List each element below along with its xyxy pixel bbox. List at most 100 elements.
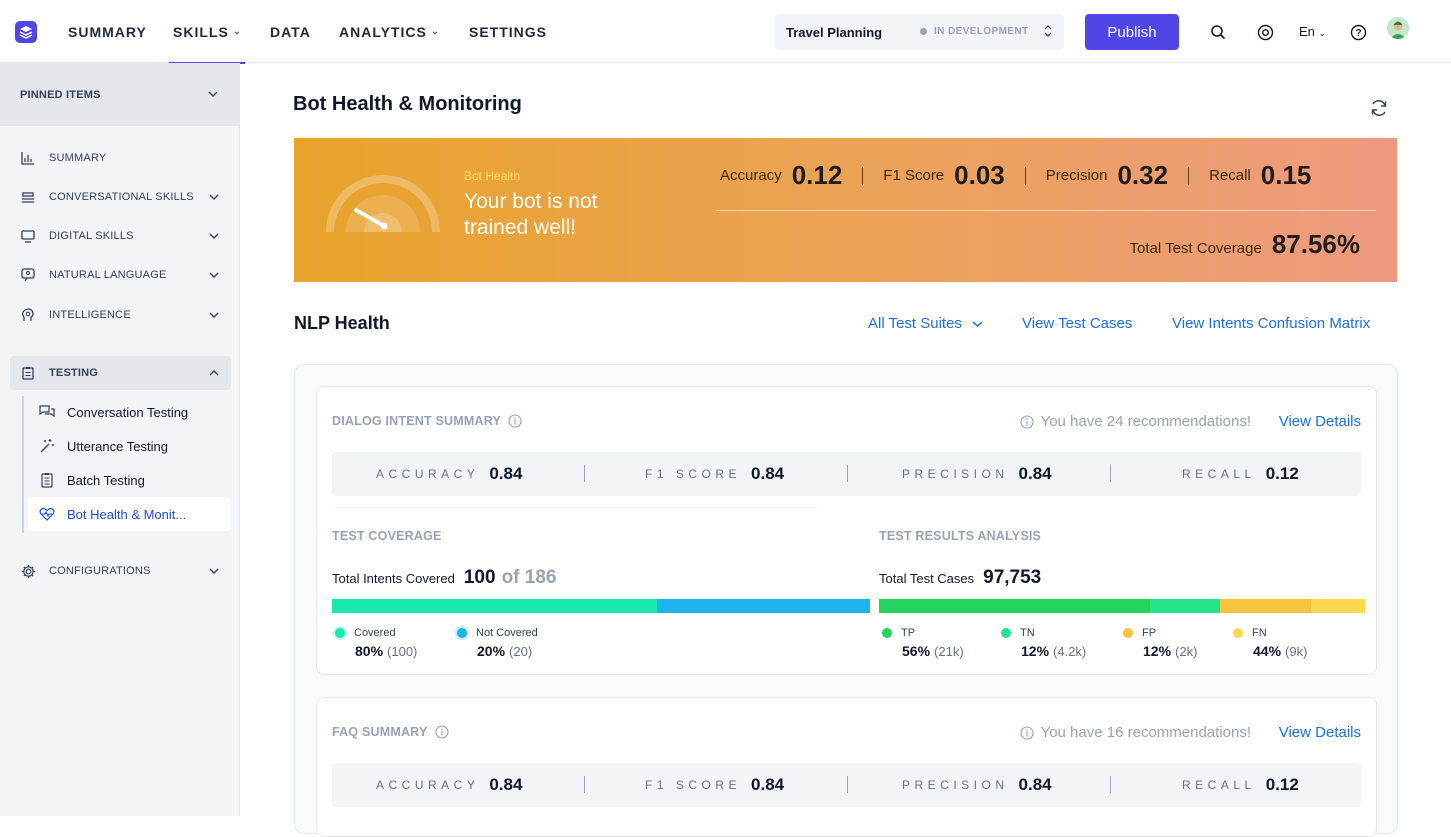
sidebar-subitem-conversation-testing[interactable]: Conversation Testing: [28, 395, 231, 429]
nav-summary[interactable]: SUMMARY: [68, 0, 147, 63]
search-icon[interactable]: [1207, 21, 1229, 43]
chevron-down-icon: ⌄: [1318, 28, 1327, 38]
sidebar-subitem-utterance-testing[interactable]: Utterance Testing: [28, 429, 231, 463]
accuracy-label: Accuracy: [720, 167, 782, 184]
total-test-cases: Total Test Cases 97,753: [879, 567, 1041, 589]
sidebar-item-configurations[interactable]: CONFIGURATIONS: [20, 559, 220, 583]
sidebar-item-label: NATURAL LANGUAGE: [49, 269, 167, 281]
metric-label: ACCURACY: [376, 778, 480, 792]
info-icon: [1020, 414, 1034, 429]
legend-pct: 20%: [477, 643, 506, 659]
app-logo-icon[interactable]: [15, 21, 37, 43]
info-icon[interactable]: [508, 414, 522, 428]
sidebar-item-label: CONVERSATIONAL SKILLS: [49, 191, 194, 203]
nlp-health-panel: DIALOG INTENT SUMMARY You have 24 recomm…: [294, 364, 1398, 837]
sidebar-subitem-bot-health[interactable]: Bot Health & Monit...: [28, 497, 231, 531]
legend-count: (21k): [934, 644, 964, 659]
nav-analytics[interactable]: ANALYTICS ⌄: [339, 0, 440, 63]
metric-precision: PRECISION 0.84: [902, 452, 1052, 496]
chevron-down-icon: ⌄: [430, 26, 441, 37]
metric-value: 0.84: [751, 464, 785, 483]
metric-row: ACCURACY 0.84 F1 SCORE 0.84 PRECISION 0.84 …: [332, 763, 1361, 807]
metric-value: 0.84: [1018, 464, 1052, 483]
legend-dot: [1123, 628, 1133, 638]
results-segment-fn: [1310, 599, 1365, 613]
sidebar-item-intelligence[interactable]: INTELLIGENCE: [20, 303, 220, 327]
sidebar-item-testing[interactable]: TESTING: [10, 356, 231, 390]
publish-button[interactable]: Publish: [1085, 14, 1179, 50]
recall-value: 0.15: [1260, 160, 1312, 190]
top-bar: SUMMARY SKILLS ⌄ DATA ANALYTICS ⌄ SETTINGS…: [0, 0, 1451, 64]
brain-icon: [20, 307, 36, 323]
nav-data[interactable]: DATA: [270, 0, 311, 63]
intents-covered-label: Total Intents Covered: [332, 571, 455, 586]
metric-accuracy: ACCURACY 0.84: [376, 763, 522, 807]
app-name: Travel Planning: [786, 25, 883, 40]
language-selector[interactable]: En ⌄: [1299, 24, 1326, 39]
sidebar-item-label: TESTING: [49, 367, 99, 379]
recommendations-note: You have 24 recommendations!: [1020, 413, 1251, 430]
nav-skills[interactable]: SKILLS ⌄: [168, 0, 246, 64]
faq-summary-card: FAQ SUMMARY You have 16 recommendations!…: [316, 697, 1377, 837]
metric-row: ACCURACY 0.84 F1 SCORE 0.84 PRECISION 0.84 …: [332, 452, 1361, 496]
legend-name: Not Covered: [476, 627, 538, 639]
metric-f1: F1 SCORE 0.84: [645, 763, 784, 807]
target-icon[interactable]: [1254, 21, 1276, 43]
legend-count: (2k): [1175, 644, 1198, 659]
sidebar-subitem-batch-testing[interactable]: Batch Testing: [28, 463, 231, 497]
nav-settings[interactable]: SETTINGS: [469, 0, 547, 63]
metric-value: 0.84: [489, 775, 523, 794]
metric-value: 0.12: [1265, 775, 1299, 794]
view-details-link[interactable]: View Details: [1278, 724, 1361, 741]
legend-pct: 12%: [1021, 643, 1050, 659]
info-icon[interactable]: [434, 725, 449, 739]
total-test-coverage: Total Test Coverage 87.56%: [1130, 229, 1361, 260]
legend-pct: 56%: [902, 643, 931, 659]
legend-name: Covered: [354, 627, 396, 639]
subitem-label: Conversation Testing: [67, 404, 189, 420]
help-icon[interactable]: ?: [1347, 21, 1369, 43]
card-title: FAQ SUMMARY: [332, 725, 449, 739]
view-details-link[interactable]: View Details: [1278, 413, 1361, 430]
results-legend-tn: TN 12% (4.2k): [1001, 627, 1086, 659]
test-coverage-title: TEST COVERAGE: [332, 529, 442, 543]
metric-recall: RECALL 0.12: [1182, 452, 1299, 496]
sidebar-item-label: SUMMARY: [49, 152, 107, 164]
sidebar-item-digital-skills[interactable]: DIGITAL SKILLS: [20, 224, 220, 248]
sidebar-item-natural-language[interactable]: NATURAL LANGUAGE: [20, 263, 220, 287]
metric-separator: [847, 465, 848, 482]
chevron-down-icon: ⌄: [232, 26, 243, 37]
metric-label: ACCURACY: [376, 467, 480, 481]
legend-count: (100): [387, 644, 418, 659]
pinned-items-header[interactable]: PINNED ITEMS: [0, 63, 240, 126]
metric-separator: [1110, 465, 1111, 482]
f1-value: 0.03: [954, 160, 1005, 190]
metric-accuracy: ACCURACY 0.84: [376, 452, 522, 496]
view-confusion-matrix-link[interactable]: View Intents Confusion Matrix: [1172, 315, 1371, 332]
sidebar: PINNED ITEMS SUMMARY CONVERSATIONAL SKIL…: [0, 63, 240, 816]
intents-covered-value: 100: [463, 567, 496, 588]
sidebar-item-label: CONFIGURATIONS: [49, 565, 151, 577]
metric-label: PRECISION: [902, 778, 1009, 792]
sidebar-item-summary[interactable]: SUMMARY: [20, 146, 220, 170]
bot-health-banner: Bot Health Your bot is not trained well!…: [294, 138, 1397, 282]
sidebar-item-label: INTELLIGENCE: [49, 309, 131, 321]
sidebar-item-conversational-skills[interactable]: CONVERSATIONAL SKILLS: [20, 185, 220, 209]
chevron-down-icon: [209, 312, 219, 318]
f1-label: F1 Score: [883, 167, 945, 184]
chevron-down-icon: [972, 321, 983, 328]
legend-count: (9k): [1285, 644, 1308, 659]
legend-dot: [457, 628, 467, 638]
svg-text:?: ?: [1355, 28, 1361, 39]
view-test-cases-link[interactable]: View Test Cases: [1022, 315, 1133, 332]
status-badge: IN DEVELOPMENT: [920, 26, 1029, 37]
results-segment-tn: [1149, 599, 1220, 613]
legend-pct: 12%: [1143, 643, 1172, 659]
app-selector[interactable]: Travel Planning IN DEVELOPMENT: [775, 14, 1064, 50]
avatar[interactable]: [1387, 17, 1409, 39]
coverage-legend-not-covered: Not Covered 20% (20): [457, 627, 538, 659]
refresh-icon[interactable]: [1369, 98, 1389, 118]
test-suites-dropdown[interactable]: All Test Suites: [868, 315, 983, 332]
test-results-title: TEST RESULTS ANALYSIS: [879, 529, 1042, 543]
metric-label: F1 SCORE: [645, 778, 742, 792]
